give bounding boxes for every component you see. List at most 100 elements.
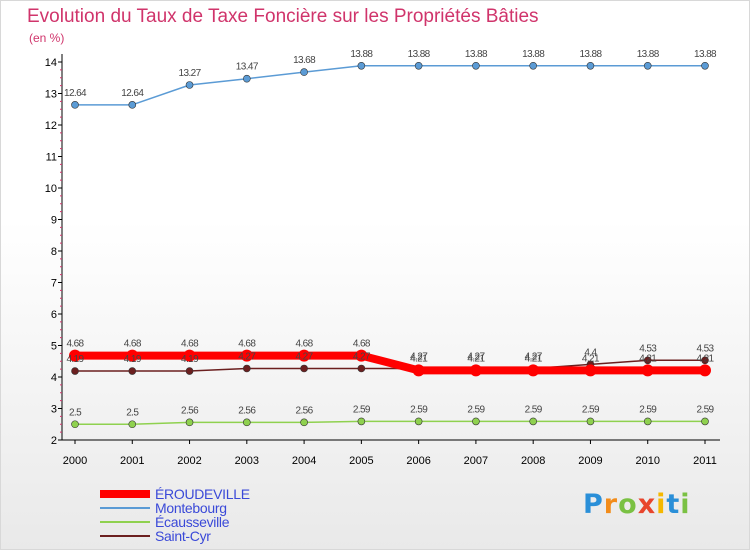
chart-axes: 2 3 4 5 6 7 8 9 10 11 12 13 14 2000 2001 2002 2003 2004 20… [45,54,720,467]
data-point [185,81,194,89]
data-label: 4.27 [353,351,371,362]
data-point [701,61,709,70]
data-point [243,364,251,373]
data-label: 4.53 [696,343,714,354]
x-tick-label: 2001 [120,455,144,467]
data-point [701,417,709,426]
y-tick-label: 6 [51,309,57,321]
data-point [128,101,137,109]
data-point [357,364,366,373]
data-point [701,356,709,365]
data-label: 2.59 [582,404,600,415]
y-tick-label: 9 [51,215,57,227]
data-point [529,417,537,426]
data-point [300,68,308,76]
data-label: 2.59 [353,404,371,415]
series-line [75,351,705,375]
data-label: 4.19 [124,354,142,365]
data-point [71,101,79,109]
data-label: 4.68 [238,339,256,350]
data-point [643,61,652,70]
data-label: 4.27 [238,351,256,362]
data-label: 4.27 [525,351,543,362]
x-tick-label: 2002 [177,455,201,467]
data-point [355,349,368,362]
legend-swatch [100,521,150,523]
data-label: 12.64 [121,88,144,99]
x-tick-label: 2003 [235,455,259,467]
data-point [240,349,253,362]
data-point [243,74,251,83]
data-label: 13.88 [465,49,488,60]
y-tick-label: 7 [51,278,57,290]
data-point [586,417,595,426]
x-tick-label: 2005 [349,455,373,467]
x-tick-label: 2010 [635,455,659,467]
legend-swatch [100,507,150,509]
data-point [300,418,308,427]
data-label: 13.88 [350,49,373,60]
data-label: 4.19 [181,354,199,365]
data-label: 4.68 [66,339,84,350]
data-label: 2.59 [525,404,543,415]
data-label: 2.56 [238,405,256,416]
data-point [183,349,196,362]
legend-label: Écausseville [155,514,230,530]
chart-data-labels: 4.68 4.68 4.68 4.68 4.68 4.68 4.21 4.21 4.21 4.21… [64,49,718,418]
data-label: 4.19 [66,354,84,365]
proxiti-logo: Proxiti [583,489,691,520]
data-point [643,356,652,365]
legend-label: Saint-Cyr [155,528,211,544]
series-line [75,359,705,372]
data-point [414,61,423,70]
data-label: 2.56 [181,405,199,416]
data-point [643,417,652,426]
data-label: 13.47 [236,62,259,73]
data-point [71,420,79,429]
data-point [185,367,194,375]
data-point [357,417,366,426]
chart-title: Evolution du Taux de Taxe Foncière sur l… [27,6,539,27]
data-label: 13.88 [637,49,660,60]
y-tick-label: 3 [51,404,57,416]
data-label: 4.21 [582,353,600,364]
series--roudeville [69,349,711,377]
data-label: 2.56 [296,405,314,416]
series-line [75,420,705,425]
data-point [128,367,137,375]
y-tick-label: 4 [51,372,57,384]
series--causseville [71,417,709,429]
data-point [414,417,423,426]
data-label: 2.59 [639,404,657,415]
data-label: 4.21 [639,353,657,364]
data-label: 4.27 [410,351,428,362]
y-tick-label: 8 [51,246,57,258]
data-point [128,420,137,429]
data-label: 13.88 [408,49,431,60]
data-point [69,349,81,362]
y-tick-label: 5 [51,341,57,353]
legend-label: ÉROUDEVILLE [155,486,250,502]
data-point [300,364,308,373]
x-tick-label: 2006 [406,455,430,467]
data-label: 2.5 [69,407,82,418]
data-point [699,364,711,377]
data-label: 4.21 [525,353,543,364]
data-label: 4.68 [124,339,142,350]
data-label: 13.88 [522,49,545,60]
data-label: 4.27 [296,351,314,362]
x-tick-label: 2007 [464,455,488,467]
data-label: 12.64 [64,88,87,99]
data-label: 2.5 [126,407,139,418]
y-tick-label: 11 [46,152,57,164]
data-label: 4.21 [467,353,485,364]
data-point [185,418,194,427]
data-point [71,367,79,375]
data-label: 13.88 [579,49,602,60]
data-label: 4.4 [584,347,597,358]
data-label: 13.68 [293,55,316,66]
data-label: 2.59 [410,404,428,415]
data-point [298,349,311,362]
